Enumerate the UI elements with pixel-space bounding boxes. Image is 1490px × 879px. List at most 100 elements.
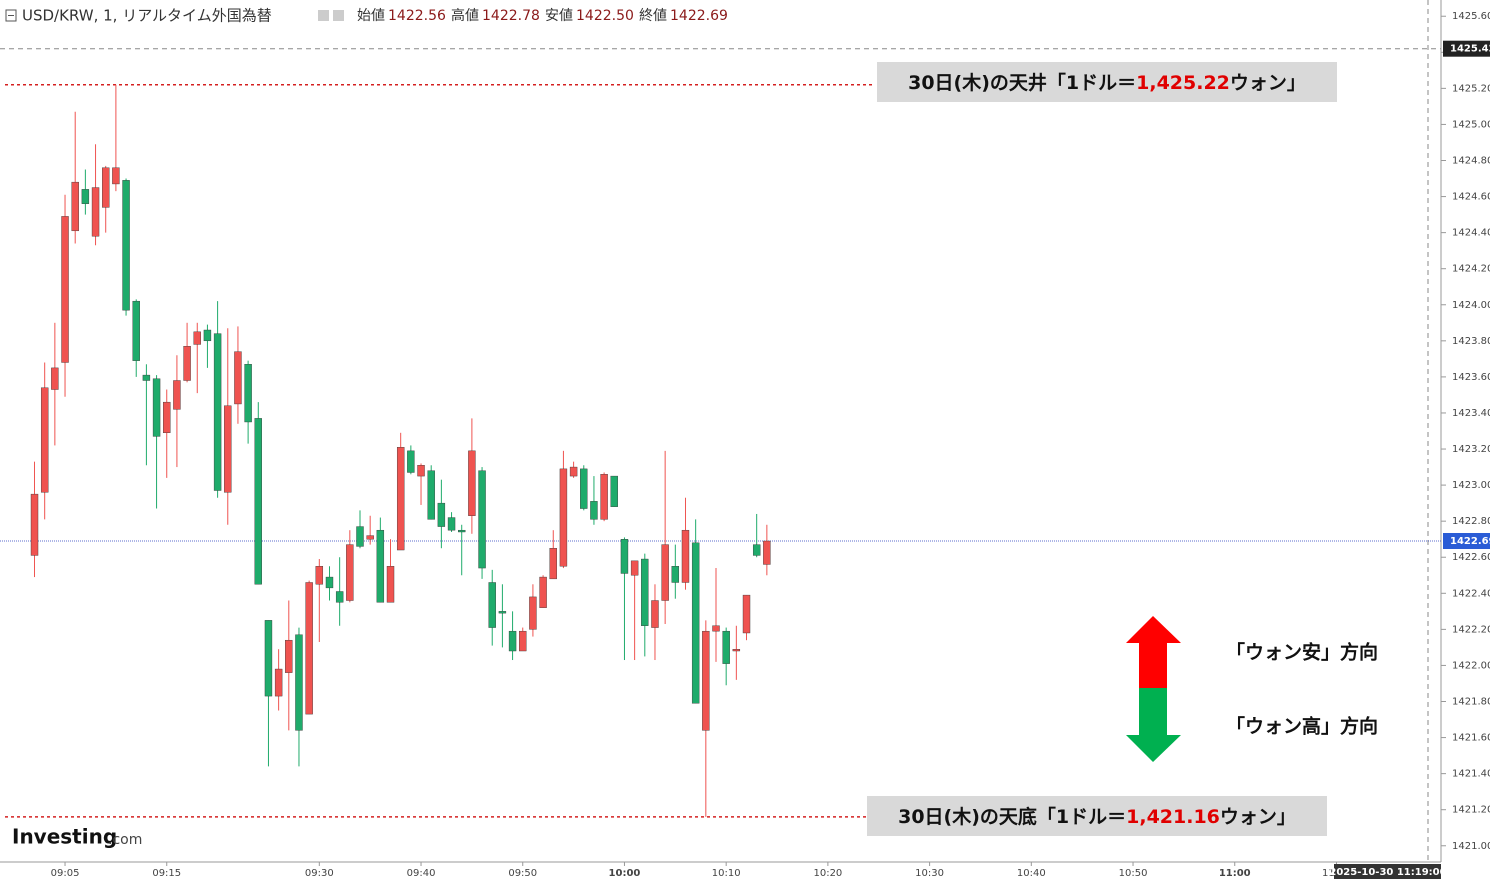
candle-body [81, 189, 90, 204]
settings-icon[interactable] [333, 10, 344, 21]
candle-body [661, 544, 669, 601]
brand: Investing [12, 825, 117, 849]
x-tick-label: 11:00 [1219, 868, 1251, 879]
y-tick-label: 1422.40 [1452, 588, 1490, 599]
y-tick-label: 1423.00 [1452, 480, 1490, 491]
candle-body [264, 620, 273, 697]
ohlc-value: 1422.56 [388, 8, 446, 24]
y-tick-label: 1424.40 [1452, 228, 1490, 239]
ohlc-label: 安値 [545, 8, 573, 24]
candle-body [600, 474, 608, 520]
candle-body [396, 447, 405, 551]
candle-body [681, 529, 690, 583]
candle-body [539, 576, 547, 608]
crosshair-time-tag [1334, 864, 1441, 879]
ohlc-label: 高値 [451, 7, 479, 24]
down-arrow [1126, 688, 1181, 762]
candle-body [407, 450, 415, 473]
last-price: 1422.69 [1450, 536, 1490, 547]
candle-body [71, 181, 79, 232]
ohlc-label: 始値 [357, 8, 385, 24]
y-tick-label: 1422.80 [1452, 516, 1490, 527]
candle-body [488, 582, 496, 628]
y-tick-label: 1424.60 [1452, 192, 1490, 203]
candle-body [132, 300, 140, 361]
x-tick-label: 09:50 [508, 868, 537, 879]
x-tick-label: 09:30 [305, 868, 334, 879]
y-tick-label: 1421.80 [1452, 697, 1490, 708]
up-arrow [1126, 616, 1181, 688]
annotation-after: ウォン」 [1220, 806, 1296, 828]
candle-body [61, 216, 69, 363]
x-tick-label: 09:15 [152, 868, 181, 879]
header: USD/KRW, 1, リアルタイム外国為替 始値 1422.56 高値 1422.7… [5, 7, 728, 25]
settings-icon[interactable] [318, 10, 329, 21]
y-tick-label: 1424.00 [1452, 300, 1490, 311]
candle-body [508, 630, 517, 652]
x-tick-label: 10:30 [915, 868, 944, 879]
candle-body [671, 566, 680, 583]
candle-body [193, 331, 201, 345]
last-price-tag [1443, 533, 1490, 550]
y-tick-label: 1425.20 [1452, 83, 1490, 94]
candle-body [529, 596, 537, 630]
x-tick-label: 10:10 [712, 868, 741, 879]
candle-body [102, 167, 110, 208]
ohlc-value: 1422.69 [670, 8, 728, 24]
arrows [1126, 616, 1181, 762]
candle-body [244, 364, 252, 423]
ohlc-label: 終値 [639, 8, 667, 24]
y-tick-label: 1422.20 [1452, 624, 1490, 635]
candle-body [620, 539, 629, 574]
arrow-label: 「ウォン安」方向 [1226, 641, 1378, 664]
y-tick-label: 1423.40 [1452, 408, 1490, 419]
candle-body [142, 374, 151, 381]
candle-body [91, 187, 100, 237]
candle-body [356, 526, 364, 547]
candle-body [183, 346, 191, 381]
candle-body [213, 333, 222, 491]
candle-body [742, 594, 751, 634]
annotation-box [867, 796, 1327, 836]
candle-body [732, 649, 741, 652]
collapse-icon[interactable] [5, 9, 17, 22]
candle-body [458, 529, 466, 533]
x-tick-label: 10:50 [1119, 868, 1148, 879]
crosshair-price: 1425.42 [1450, 44, 1490, 55]
candle-body [315, 566, 324, 585]
annotation-after: ウォン」 [1230, 72, 1306, 94]
y-tick-label: 1421.40 [1452, 769, 1490, 780]
arrow-label: 「ウォン高」方向 [1226, 715, 1378, 738]
candle-body [427, 470, 435, 520]
y-tick-label: 1421.00 [1452, 841, 1490, 852]
candle-body [325, 576, 334, 589]
y-tick-label: 1421.60 [1452, 733, 1490, 744]
candle-body [254, 418, 262, 585]
candle-body [152, 378, 161, 437]
candle-body [447, 517, 456, 531]
candle-body [335, 591, 344, 603]
symbol: USD/KRW, 1, リアルタイム外国為替 [22, 7, 272, 25]
annotation-label: 1,425.22 [1136, 72, 1230, 94]
candle-body [519, 630, 527, 652]
crosshair-time: 2025-10-30 11:19:00 [1329, 867, 1446, 878]
candle-body [30, 493, 39, 556]
candle-body [366, 535, 374, 540]
candle-body [569, 466, 578, 477]
y-tick-label: 1423.20 [1452, 444, 1490, 455]
candle-body [549, 548, 557, 580]
y-tick-label: 1424.80 [1452, 155, 1490, 166]
candle-body [712, 625, 720, 632]
candle-body [610, 475, 618, 507]
candle-body [274, 668, 283, 697]
y-tick-label: 1422.00 [1452, 660, 1490, 671]
annotation-before: 30日(木)の天底「1ドル＝ [898, 805, 1126, 828]
candle-body [437, 502, 446, 527]
candle-body [498, 611, 507, 614]
y-tick-label: 1425.00 [1452, 119, 1490, 130]
candle-body [478, 470, 486, 569]
y-tick-label: 1422.60 [1452, 552, 1490, 563]
candle-body [163, 401, 171, 434]
x-tick-label: 10:20 [813, 868, 842, 879]
